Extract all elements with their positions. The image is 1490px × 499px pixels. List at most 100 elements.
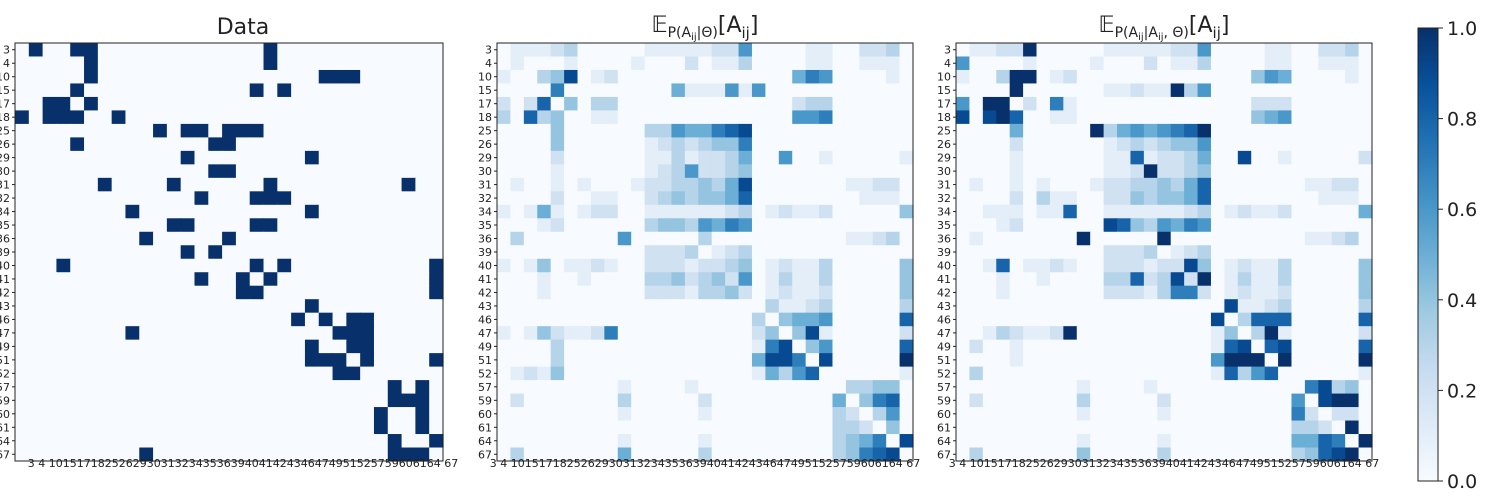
- heatmap-cell: [577, 137, 592, 152]
- heatmap-cell: [1103, 447, 1118, 462]
- heatmap-cell: [360, 123, 375, 138]
- heatmap-cell: [42, 110, 58, 125]
- heatmap-cell: [1264, 366, 1279, 381]
- heatmap-cell: [56, 164, 71, 179]
- heatmap-cell: [1345, 191, 1360, 206]
- heatmap-cell: [1184, 204, 1199, 219]
- heatmap-cell: [1157, 204, 1172, 219]
- heatmap-cell: [832, 83, 847, 98]
- heatmap-cell: [56, 96, 71, 112]
- heatmap-cell: [738, 447, 753, 462]
- heatmap-cell: [590, 434, 605, 449]
- heatmap-cell: [277, 380, 292, 395]
- heatmap-cell: [1143, 366, 1158, 381]
- heatmap-cell: [1304, 447, 1319, 462]
- heatmap-cell: [982, 123, 997, 138]
- heatmap-cell: [805, 43, 820, 58]
- heatmap-cell: [819, 177, 834, 192]
- heatmap-cell: [778, 56, 793, 71]
- heatmap-cell: [401, 245, 416, 260]
- heatmap-cell: [899, 177, 914, 192]
- heatmap-cell: [1157, 191, 1172, 206]
- heatmap-cell: [1318, 312, 1333, 327]
- heatmap-cell: [1345, 434, 1360, 449]
- heatmap-cell: [166, 326, 182, 341]
- heatmap-cell: [711, 137, 726, 152]
- heatmap-cell: [304, 393, 320, 408]
- heatmap-cell: [318, 393, 334, 408]
- heatmap-cell: [671, 69, 686, 85]
- heatmap-cell: [180, 218, 196, 233]
- heatmap-cell: [346, 434, 361, 449]
- heatmap-cell: [1023, 204, 1038, 219]
- heatmap-cell: [1237, 69, 1252, 85]
- heatmap-cell: [1264, 231, 1279, 246]
- heatmap-cell: [1090, 123, 1105, 138]
- heatmap-cell: [631, 272, 646, 287]
- heatmap-cell: [738, 407, 753, 422]
- heatmap-cell: [1278, 83, 1293, 98]
- heatmap-cell: [139, 56, 154, 71]
- heatmap-cell: [982, 83, 997, 98]
- heatmap-cell: [805, 137, 820, 152]
- heatmap-cell: [387, 420, 403, 435]
- heatmap-cell: [56, 420, 71, 435]
- heatmap-cell: [263, 380, 278, 395]
- heatmap-cell: [497, 164, 512, 179]
- row-tick-label: 26: [0, 138, 10, 151]
- heatmap-cell: [139, 69, 154, 85]
- heatmap-cell: [1291, 420, 1306, 435]
- heatmap-cell: [1063, 366, 1078, 381]
- heatmap-cell: [590, 326, 605, 341]
- heatmap-cell: [15, 110, 30, 125]
- heatmap-cell: [111, 96, 127, 112]
- heatmap-cell: [711, 434, 726, 449]
- heatmap-cell: [28, 96, 44, 112]
- heatmap-cell: [982, 447, 997, 462]
- heatmap-cell: [180, 164, 196, 179]
- heatmap-cell: [1063, 191, 1078, 206]
- heatmap-cell: [1358, 272, 1373, 287]
- heatmap-cell: [1358, 326, 1373, 341]
- heatmap-cell: [429, 150, 444, 165]
- heatmap-cell: [577, 69, 592, 85]
- heatmap-cell: [1224, 56, 1239, 71]
- heatmap-cell: [1197, 83, 1212, 98]
- heatmap-cell: [832, 434, 847, 449]
- row-tick-label: 18: [937, 111, 951, 124]
- heatmap-cell: [845, 218, 860, 233]
- heatmap-cell: [373, 299, 389, 314]
- heatmap-cell: [304, 299, 320, 314]
- heatmap-cell: [1076, 43, 1091, 58]
- heatmap-cell: [738, 83, 753, 98]
- heatmap-cell: [180, 420, 196, 435]
- heatmap-cell: [671, 353, 686, 368]
- heatmap-cell: [1331, 312, 1346, 327]
- heatmap-cell: [1063, 218, 1078, 233]
- heatmap-cell: [1009, 218, 1024, 233]
- heatmap-cell: [537, 137, 552, 152]
- heatmap-cell: [304, 204, 320, 219]
- heatmap-cell: [42, 150, 58, 165]
- heatmap-cell: [523, 285, 538, 300]
- heatmap-cell: [153, 177, 168, 192]
- heatmap-cell: [1130, 407, 1145, 422]
- heatmap-cell: [684, 380, 699, 395]
- heatmap-cell: [604, 258, 619, 273]
- heatmap-cell: [577, 177, 592, 192]
- heatmap-cell: [1251, 164, 1266, 179]
- heatmap-cell: [698, 339, 713, 354]
- heatmap-cell: [1076, 447, 1091, 462]
- heatmap-cell: [401, 137, 416, 152]
- heatmap-cell: [537, 326, 552, 341]
- heatmap-cell: [97, 83, 113, 98]
- heatmap-cell: [42, 353, 58, 368]
- heatmap-cell: [401, 285, 416, 300]
- heatmap-cell: [1130, 393, 1145, 408]
- heatmap-cell: [15, 420, 30, 435]
- heatmap-cell: [56, 299, 71, 314]
- heatmap-cell: [1143, 272, 1158, 287]
- heatmap-cell: [332, 420, 347, 435]
- heatmap-cell: [235, 366, 251, 381]
- heatmap-cell: [1117, 380, 1132, 395]
